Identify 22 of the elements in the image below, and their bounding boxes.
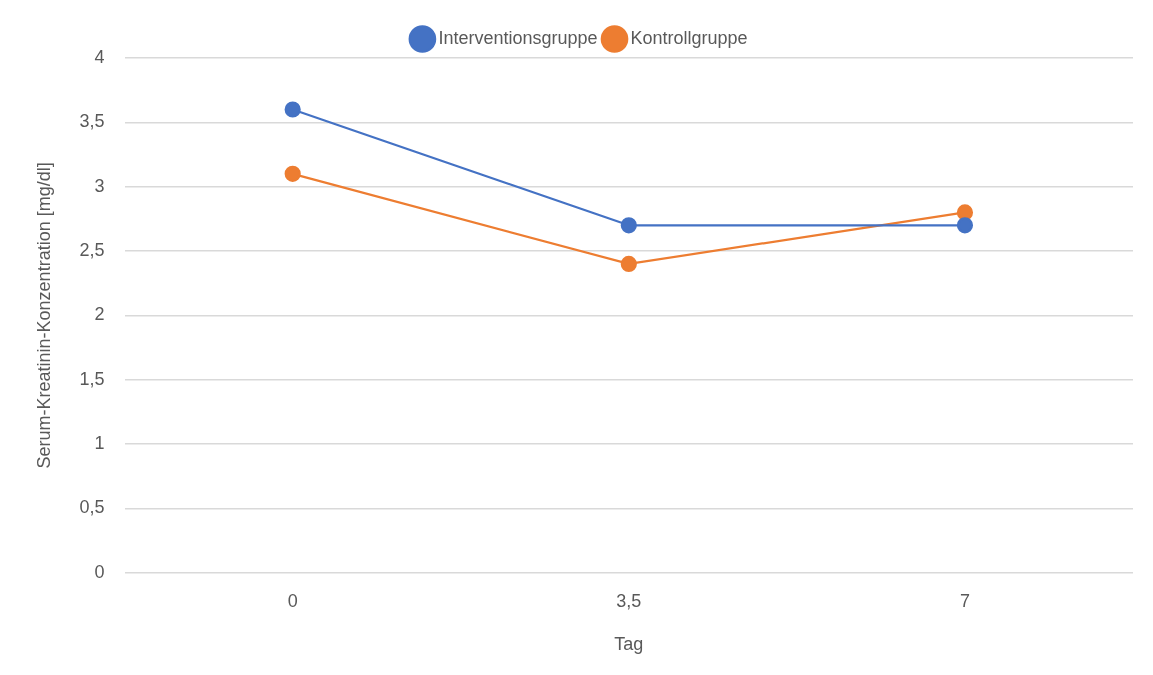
y-axis-title: Serum-Kreatinin-Konzentration [mg/dl] bbox=[33, 162, 54, 469]
point bbox=[956, 204, 974, 221]
x-axis-title: Tag bbox=[614, 634, 644, 655]
legend-label: Interventionsgruppe bbox=[438, 27, 598, 48]
y-tick-label: 1,5 bbox=[79, 368, 105, 389]
point bbox=[620, 255, 637, 273]
y-tick-label: 3,5 bbox=[79, 111, 105, 132]
y-tick-label: 1 bbox=[94, 433, 105, 454]
y-tick-label: 2,5 bbox=[79, 240, 105, 261]
y-tick-label: 0 bbox=[94, 561, 105, 582]
legend-label: Kontrollgruppe bbox=[630, 27, 748, 48]
y-tick-label: 3 bbox=[94, 175, 105, 196]
point bbox=[956, 217, 974, 234]
y-tick-label: 4 bbox=[94, 46, 105, 67]
x-tick-label: 7 bbox=[959, 590, 970, 611]
point bbox=[284, 101, 301, 118]
point bbox=[284, 165, 301, 182]
x-tick-label: 3,5 bbox=[616, 590, 642, 611]
y-tick-label: 2 bbox=[94, 304, 105, 325]
y-tick-label: 0,5 bbox=[79, 497, 105, 518]
point bbox=[620, 217, 637, 234]
x-tick-label: 0 bbox=[287, 590, 298, 611]
